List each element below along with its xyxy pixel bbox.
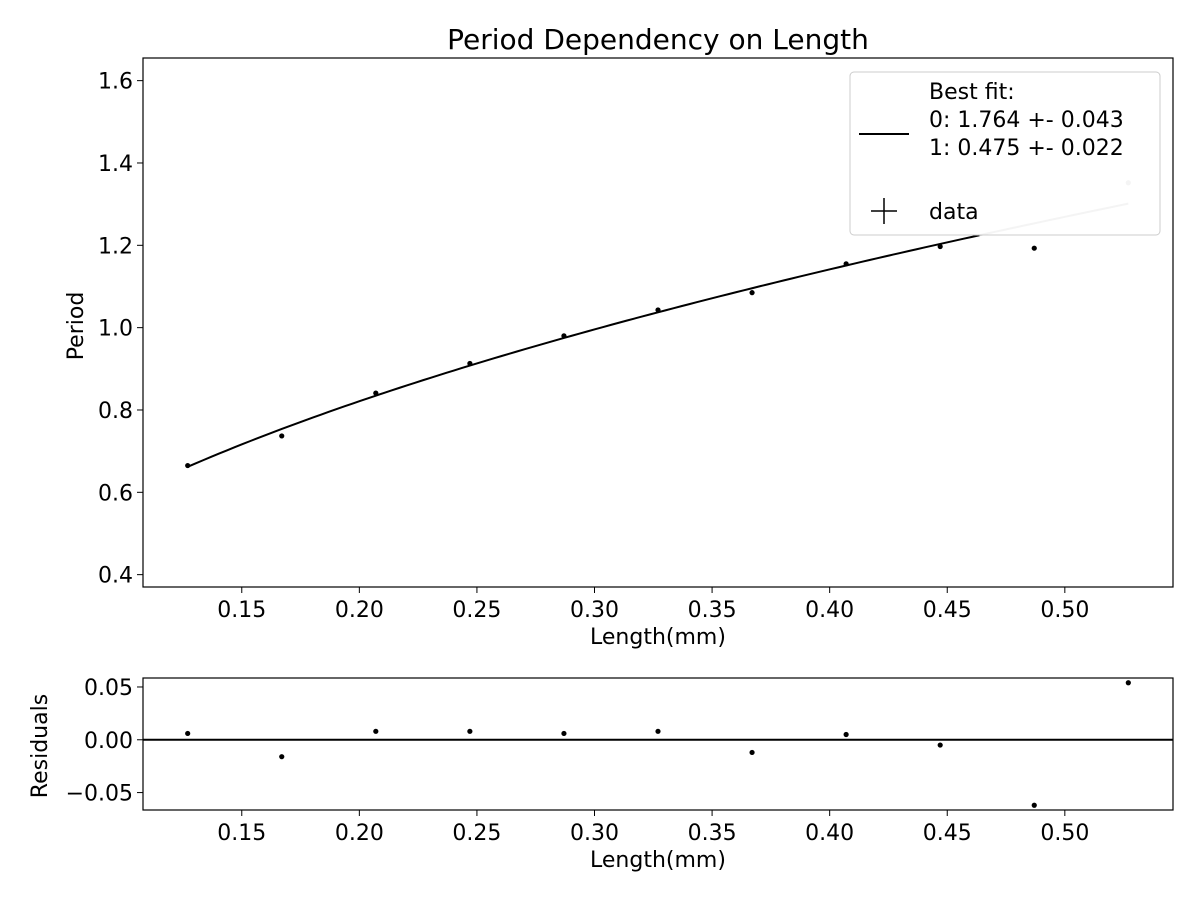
- main-x-ticks: 0.15 0.20 0.25 0.30 0.35 0.40 0.45 0.50: [217, 587, 1089, 623]
- main-x-tick-label: 0.15: [217, 598, 266, 623]
- residual-point: [373, 728, 379, 734]
- data-points-group: [185, 180, 1131, 469]
- main-y-ticks: 0.4 0.6 0.8 1.0 1.2 1.4 1.6: [98, 70, 143, 589]
- main-y-tick-label: 1.0: [98, 317, 133, 342]
- main-y-tick-label: 1.2: [98, 234, 133, 259]
- legend-best-fit-label: Best fit:: [929, 80, 1015, 105]
- residuals-x-tick-label: 0.20: [335, 821, 384, 846]
- main-x-tick-label: 0.30: [570, 598, 619, 623]
- main-x-tick-label: 0.20: [335, 598, 384, 623]
- main-y-tick-label: 0.6: [98, 481, 133, 506]
- data-point: [843, 261, 849, 267]
- residuals-y-tick-label: 0.05: [84, 676, 133, 701]
- residuals-y-tick-label: 0.00: [84, 729, 133, 754]
- residual-point: [1125, 680, 1131, 686]
- residuals-y-tick-label: −0.05: [66, 782, 133, 807]
- main-x-tick-label: 0.45: [923, 598, 972, 623]
- residual-point: [467, 728, 473, 734]
- main-y-tick-label: 0.4: [98, 564, 133, 589]
- chart-title: Period Dependency on Length: [447, 23, 869, 56]
- data-point: [937, 243, 943, 250]
- residuals-x-tick-label: 0.25: [452, 821, 501, 846]
- residual-point: [749, 749, 755, 756]
- main-x-axis-label: Length(mm): [590, 625, 726, 650]
- residuals-x-tick-label: 0.15: [217, 821, 266, 846]
- main-y-tick-label: 1.6: [98, 70, 133, 95]
- main-y-tick-label: 1.4: [98, 152, 133, 177]
- residuals-x-axis-label: Length(mm): [590, 848, 726, 873]
- data-point: [749, 290, 755, 296]
- main-plot: Period Dependency on Length Best fit: 0: …: [64, 23, 1174, 650]
- legend-box: [849, 71, 1161, 236]
- residual-point: [561, 730, 567, 737]
- main-x-tick-label: 0.25: [452, 598, 501, 623]
- legend-data-label: data: [929, 200, 979, 225]
- main-x-tick-label: 0.40: [805, 598, 854, 623]
- residual-point: [937, 742, 943, 748]
- legend-best-fit-label: 1: 0.475 +- 0.022: [929, 136, 1124, 161]
- residuals-x-tick-label: 0.40: [805, 821, 854, 846]
- residuals-x-tick-label: 0.30: [570, 821, 619, 846]
- data-point: [373, 390, 379, 396]
- data-point: [561, 333, 567, 339]
- residuals-plot: 0.15 0.20 0.25 0.30 0.35 0.40 0.45 0.50 0.050.0…: [28, 676, 1174, 873]
- residual-point: [185, 730, 191, 737]
- residual-point: [843, 731, 849, 738]
- main-y-tick-label: 0.8: [98, 399, 133, 424]
- legend: Best fit: 0: 1.764 +- 0.043 1: 0.475 +- 0.…: [849, 71, 1161, 236]
- main-y-axis-label: Period: [64, 292, 89, 361]
- residuals-x-tick-label: 0.50: [1040, 821, 1089, 846]
- residual-point: [279, 754, 285, 760]
- main-x-tick-label: 0.35: [688, 598, 737, 623]
- residuals-y-ticks: 0.05 0.00 −0.05: [66, 676, 143, 807]
- residual-point: [1031, 802, 1037, 808]
- legend-best-fit-label: 0: 1.764 +- 0.043: [929, 108, 1124, 133]
- main-plot-frame: [142, 57, 1174, 588]
- main-x-tick-label: 0.50: [1040, 598, 1089, 623]
- data-point: [1031, 245, 1037, 251]
- residual-point: [655, 728, 661, 734]
- residuals-plot-frame: [142, 677, 1174, 811]
- data-point: [279, 433, 285, 439]
- residual-points-group: [185, 680, 1131, 808]
- data-point: [467, 360, 473, 367]
- residuals-x-ticks: 0.15 0.20 0.25 0.30 0.35 0.40 0.45 0.50: [217, 810, 1089, 846]
- residuals-x-tick-label: 0.35: [688, 821, 737, 846]
- residuals-y-axis-label: Residuals: [28, 694, 53, 798]
- data-point: [655, 307, 661, 313]
- residuals-x-tick-label: 0.45: [923, 821, 972, 846]
- data-point: [185, 462, 191, 469]
